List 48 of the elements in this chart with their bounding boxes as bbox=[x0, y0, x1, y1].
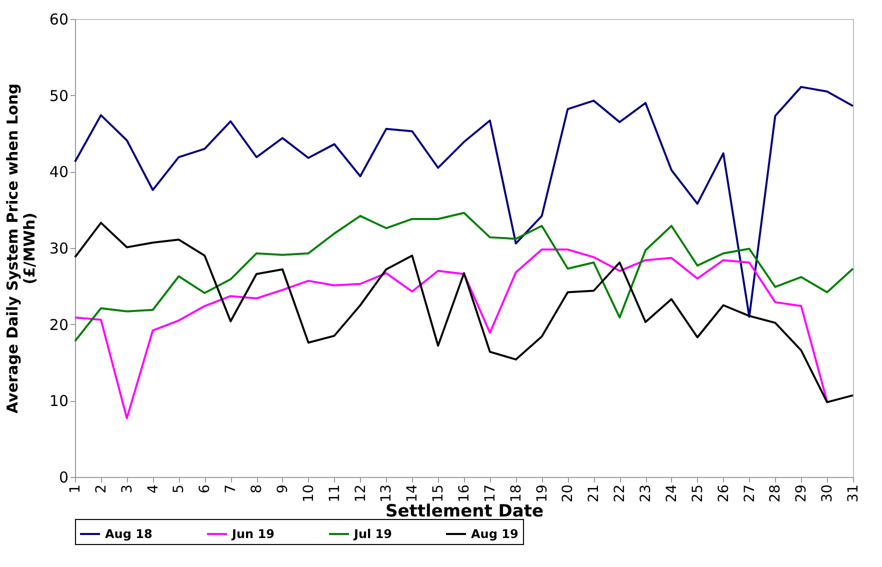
x-tick-label: 4 bbox=[145, 484, 162, 494]
x-tick-label: 12 bbox=[352, 484, 369, 502]
x-tick-label: 21 bbox=[586, 484, 602, 502]
x-tick-label: 10 bbox=[300, 484, 317, 502]
y-tick-label: 10 bbox=[49, 392, 68, 410]
y-tick-label: 20 bbox=[49, 316, 68, 334]
x-tick-label: 16 bbox=[456, 484, 472, 502]
line-series bbox=[74, 248, 828, 420]
x-tick-label: 2 bbox=[93, 484, 110, 494]
x-tick-label: 15 bbox=[430, 484, 447, 502]
x-tick-label: 14 bbox=[404, 484, 421, 502]
x-tick-label: 6 bbox=[197, 484, 214, 494]
x-tick-label: 5 bbox=[171, 484, 188, 494]
x-tick-label: 31 bbox=[846, 484, 862, 502]
x-tick-label: 30 bbox=[820, 484, 836, 502]
x-tick-label: 26 bbox=[716, 484, 732, 502]
y-tick-label: 40 bbox=[49, 163, 68, 182]
x-tick-label: 24 bbox=[664, 484, 680, 502]
x-tick-label: 22 bbox=[612, 484, 628, 502]
x-tick-label: 3 bbox=[119, 484, 136, 494]
x-tick-label: 13 bbox=[378, 484, 395, 502]
legend-label: Aug 19 bbox=[471, 527, 518, 541]
legend-label: Jun 19 bbox=[231, 527, 274, 541]
y-tick-label: 60 bbox=[49, 10, 68, 28]
x-tick-label: 7 bbox=[223, 484, 240, 494]
y-axis-title: Average Daily System Price when Long (£/MWh) bbox=[3, 84, 38, 414]
x-tick-label: 28 bbox=[768, 484, 784, 502]
legend-label: Aug 18 bbox=[105, 527, 152, 541]
line-series bbox=[74, 212, 854, 342]
line-series bbox=[74, 86, 854, 318]
x-tick-label: 9 bbox=[274, 484, 291, 494]
x-tick-label: 27 bbox=[742, 484, 758, 502]
x-tick-label: 29 bbox=[794, 484, 810, 502]
x-axis-title: Settlement Date bbox=[385, 501, 544, 522]
x-tick-label: 11 bbox=[326, 484, 343, 502]
y-tick-label: 0 bbox=[58, 468, 68, 486]
x-tick-label: 18 bbox=[508, 484, 524, 502]
legend-label: Jul 19 bbox=[353, 527, 392, 541]
line-series bbox=[74, 222, 854, 404]
x-tick-label: 25 bbox=[690, 484, 706, 502]
x-tick-label: 20 bbox=[560, 484, 576, 502]
x-tick-label: 17 bbox=[482, 484, 498, 502]
x-tick-label: 1 bbox=[68, 484, 84, 494]
x-tick-label: 23 bbox=[638, 484, 654, 502]
x-tick-label: 19 bbox=[534, 484, 550, 502]
y-tick-label: 50 bbox=[49, 86, 68, 105]
x-tick-label: 8 bbox=[249, 484, 266, 494]
y-tick-label: 30 bbox=[49, 240, 68, 258]
